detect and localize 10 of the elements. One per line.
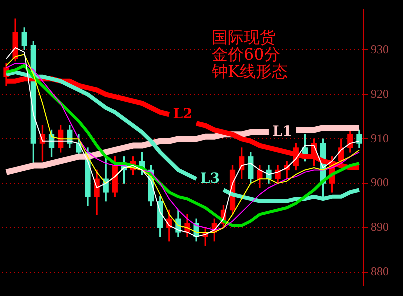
y-tick-label: 920 [371,86,389,101]
series-label: L3 [200,170,220,187]
y-tick-label: 880 [371,264,389,279]
series-label: L2 [173,106,193,122]
y-tick-label: 910 [371,131,389,146]
text: 国际现货金价60分钟K线形态 [212,28,289,81]
y-tick-label: 890 [371,220,389,234]
y-tick-label: 930 [371,42,389,56]
series-label: L1 [272,124,292,140]
y-tick-label: 900 [371,176,389,190]
